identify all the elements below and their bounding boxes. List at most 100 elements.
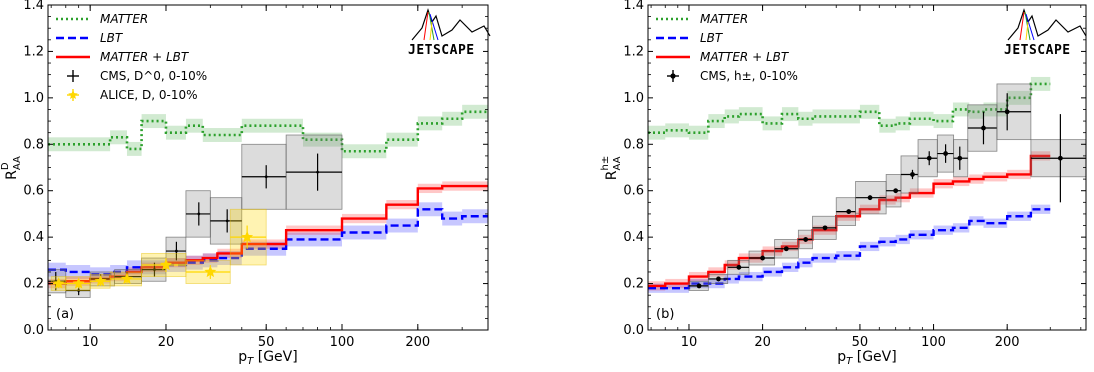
ytick-label: 1.0	[623, 91, 644, 106]
legend-label: MATTER + LBT	[700, 50, 790, 64]
legend-label: LBT	[100, 31, 124, 45]
series-band-segment	[386, 132, 418, 147]
ytick-label: 0.6	[23, 184, 44, 199]
data-point-dot	[716, 276, 721, 282]
series-band-segment	[983, 218, 1008, 228]
data-point-dot	[926, 155, 932, 161]
series-band-segment	[417, 116, 443, 131]
series-band-segment	[781, 107, 799, 122]
series-band-segment	[895, 116, 910, 131]
panel-a-data-points	[48, 134, 343, 298]
series-line	[648, 154, 1051, 288]
ytick-label: 1.4	[623, 0, 644, 13]
data-point-dot	[981, 125, 986, 131]
legend-label: MATTER	[100, 12, 148, 26]
ytick-label: 0.0	[623, 323, 644, 338]
panel-b-ylabel: RAAh±	[600, 156, 623, 180]
svg-text:JETSCAPE: JETSCAPE	[1004, 43, 1071, 58]
data-point-dot	[867, 195, 873, 201]
panel-a-tag: (a)	[56, 307, 74, 322]
panel-b-xlabel: pT [GeV]	[837, 349, 896, 367]
panel-a-chart: 0.0 0.2 0.4 0.6 0.8 1.0 1.2 1.4 10 20 50 100 200 pT …	[0, 0, 491, 367]
data-point	[264, 175, 268, 179]
panel-b-jetscape-logo: JETSCAPE	[1004, 8, 1087, 58]
panel-a-legend: MATTER LBT MATTER + LBT CMS, D^0, 0-10% ALIC…	[56, 12, 207, 102]
data-point-dot	[760, 255, 765, 261]
series-band-segment	[798, 111, 813, 126]
data-point-dot	[1004, 109, 1010, 115]
panel-a-axes: 0.0 0.2 0.4 0.6 0.8 1.0 1.2 1.4 10 20 50 100 200	[23, 0, 488, 350]
xtick-label: 20	[158, 335, 175, 350]
ytick-label: 0.8	[623, 137, 644, 152]
data-point	[316, 170, 319, 174]
series-band-segment	[969, 104, 984, 119]
series-band-segment	[141, 114, 166, 129]
data-point-dot	[783, 246, 789, 252]
xtick-label: 200	[405, 335, 430, 350]
series-band-segment	[286, 232, 303, 247]
ytick-label: 0.8	[23, 137, 44, 152]
series-band-segment	[302, 132, 342, 147]
svg-text:JETSCAPE: JETSCAPE	[408, 43, 475, 58]
legend-label: ALICE, D, 0-10%	[100, 88, 198, 102]
series-band-segment	[126, 141, 142, 156]
series-band-segment	[859, 241, 880, 252]
legend-label: LBT	[700, 31, 724, 45]
panel-b-tag: (b)	[656, 307, 674, 322]
series-band-segment	[836, 109, 860, 124]
panel-b-legend: MATTER LBT MATTER + LBT CMS, h±, 0-10%	[656, 12, 798, 83]
data-point-star	[94, 274, 107, 287]
xtick-label: 20	[754, 335, 771, 350]
data-point-dot	[846, 209, 852, 215]
series-band-segment	[65, 265, 91, 279]
legend-label: CMS, h±, 0-10%	[700, 69, 798, 83]
xtick-label: 200	[995, 335, 1020, 350]
series-band-segment	[90, 137, 111, 152]
series-line	[648, 82, 1051, 134]
data-point	[225, 219, 229, 223]
series-band-segment	[909, 111, 934, 126]
series-band-segment	[648, 125, 666, 140]
series-band-segment	[762, 267, 782, 277]
panel-b-series-lines	[648, 82, 1051, 290]
series-band-segment	[724, 274, 739, 284]
series-band-segment	[386, 218, 418, 233]
data-point-star	[52, 277, 65, 289]
data-point-dot	[910, 172, 915, 177]
panel-b-chart: 0.0 0.2 0.4 0.6 0.8 1.0 1.2 1.4 10 20 50 100 200 pT …	[600, 0, 1087, 367]
data-point	[175, 249, 178, 253]
ytick-label: 0.6	[623, 184, 644, 199]
series-band-segment	[724, 109, 739, 124]
legend-label: CMS, D^0, 0-10%	[100, 69, 207, 83]
ytick-label: 0.4	[623, 230, 644, 245]
ytick-label: 1.2	[623, 44, 644, 59]
series-band-segment	[241, 118, 267, 133]
data-point-star	[204, 265, 217, 278]
series-band-segment	[879, 237, 896, 247]
panel-b-axes: 0.0 0.2 0.4 0.6 0.8 1.0 1.2 1.4 10 20 50 100 200	[623, 0, 1086, 350]
panel-b-data-points	[688, 83, 1086, 291]
series-band-segment	[859, 104, 880, 119]
series-band-segment	[1030, 204, 1051, 214]
ytick-label: 0.0	[23, 323, 44, 338]
ytick-label: 1.0	[23, 91, 44, 106]
data-point-dot	[1057, 155, 1063, 161]
data-point-dot	[943, 151, 948, 156]
data-point-dot	[957, 155, 963, 161]
ytick-label: 0.2	[623, 277, 644, 292]
legend-marker-dot	[670, 73, 676, 79]
data-point-star	[72, 277, 85, 289]
legend-label: MATTER	[700, 12, 748, 26]
data-point-star	[120, 272, 133, 285]
data-point	[153, 268, 156, 272]
ytick-label: 0.2	[23, 277, 44, 292]
legend-label: MATTER + LBT	[100, 50, 190, 64]
series-band-segment	[110, 130, 127, 145]
data-point-star	[241, 230, 254, 243]
series-band-segment	[648, 283, 666, 293]
panel-a-jetscape-logo: JETSCAPE	[408, 8, 491, 58]
data-point-dot	[696, 283, 702, 289]
xtick-label: 10	[82, 335, 99, 350]
panel-a-ylabel: RAAD	[0, 156, 23, 180]
